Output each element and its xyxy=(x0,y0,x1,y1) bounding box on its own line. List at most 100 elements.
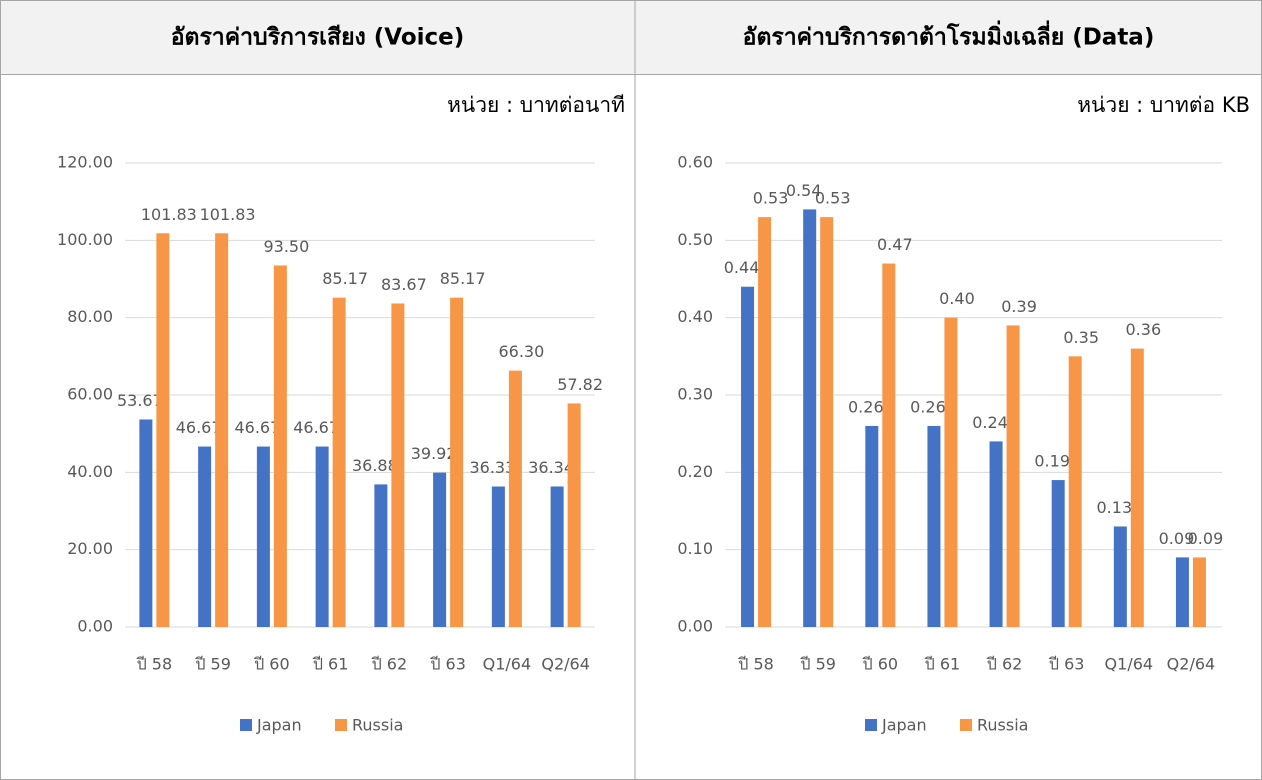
data-label: 36.34 xyxy=(528,458,574,477)
legend-swatch xyxy=(240,719,252,731)
x-tick-label: ปี 61 xyxy=(312,655,348,674)
data-label: 53.67 xyxy=(117,391,163,410)
bar xyxy=(374,484,388,627)
data-label: 46.67 xyxy=(293,418,339,437)
y-tick-label: 40.00 xyxy=(67,462,113,481)
data-label: 0.36 xyxy=(1126,320,1162,339)
data-label: 101.83 xyxy=(141,205,197,224)
data-label: 0.39 xyxy=(1001,297,1037,316)
data-label: 85.17 xyxy=(440,269,486,288)
bar xyxy=(1006,325,1020,627)
legend-swatch xyxy=(960,719,972,731)
bar xyxy=(758,217,772,627)
data-label: 36.88 xyxy=(352,456,398,475)
header-title: อัตราค่าบริการเสียง (Voice) xyxy=(171,25,465,51)
bar xyxy=(491,486,505,627)
bar xyxy=(1068,356,1082,627)
bar xyxy=(391,303,405,627)
x-tick-label: ปี 63 xyxy=(1048,655,1084,674)
bar xyxy=(139,419,153,627)
bar xyxy=(315,446,329,627)
y-tick-label: 0.40 xyxy=(677,307,713,326)
y-tick-label: 20.00 xyxy=(67,539,113,558)
bar xyxy=(1113,526,1127,627)
bar xyxy=(865,425,879,627)
data-label: 93.50 xyxy=(263,237,309,256)
x-tick-label: ปี 60 xyxy=(862,655,898,674)
legend-label: Russia xyxy=(977,716,1028,735)
y-tick-label: 0.00 xyxy=(77,617,113,636)
data-label: 0.47 xyxy=(877,235,913,254)
bar xyxy=(989,441,1003,627)
data-label: 101.83 xyxy=(200,205,256,224)
bar xyxy=(1175,557,1189,627)
bar xyxy=(550,486,564,627)
bar xyxy=(741,286,755,627)
data-label: 83.67 xyxy=(381,275,427,294)
y-tick-label: 0.50 xyxy=(677,230,713,249)
x-tick-label: ปี 62 xyxy=(371,655,407,674)
bar xyxy=(156,233,170,628)
data-label: 85.17 xyxy=(322,269,368,288)
unit-label: หน่วย : บาทต่อนาที xyxy=(447,93,625,117)
bar xyxy=(1192,557,1206,627)
bar xyxy=(567,403,581,627)
y-tick-label: 100.00 xyxy=(57,230,113,249)
bar xyxy=(927,425,941,627)
data-label: 66.30 xyxy=(498,342,544,361)
x-tick-label: ปี 58 xyxy=(136,655,172,674)
x-tick-label: ปี 60 xyxy=(254,655,290,674)
unit-label: หน่วย : บาทต่อ KB xyxy=(1077,93,1250,117)
x-tick-label: Q2/64 xyxy=(541,655,590,674)
data-label: 57.82 xyxy=(557,375,603,394)
bar xyxy=(882,263,896,627)
legend-label: Russia xyxy=(352,716,403,735)
bar xyxy=(273,265,287,627)
bar xyxy=(803,209,817,627)
x-tick-label: ปี 59 xyxy=(800,655,836,674)
legend-label: Japan xyxy=(256,716,302,735)
data-label: 46.67 xyxy=(234,418,280,437)
y-tick-label: 0.00 xyxy=(677,617,713,636)
x-tick-label: ปี 61 xyxy=(924,655,960,674)
data-label: 39.92 xyxy=(411,444,457,463)
legend-swatch xyxy=(335,719,347,731)
y-tick-label: 0.60 xyxy=(677,153,713,172)
x-tick-label: Q2/64 xyxy=(1167,655,1216,674)
x-tick-label: ปี 59 xyxy=(195,655,231,674)
data-label: 0.53 xyxy=(815,189,851,208)
y-tick-label: 80.00 xyxy=(67,307,113,326)
bar xyxy=(820,217,834,627)
bar xyxy=(256,446,270,627)
header-row xyxy=(0,0,1262,75)
data-label: 0.35 xyxy=(1063,328,1099,347)
y-tick-label: 60.00 xyxy=(67,385,113,404)
y-tick-label: 0.20 xyxy=(677,462,713,481)
x-tick-label: ปี 58 xyxy=(738,655,774,674)
x-tick-label: ปี 63 xyxy=(430,655,466,674)
bar xyxy=(508,370,522,627)
bar xyxy=(944,317,958,627)
bar xyxy=(332,297,346,627)
x-tick-label: ปี 62 xyxy=(986,655,1022,674)
data-label: 46.67 xyxy=(176,418,222,437)
header-title: อัตราค่าบริการดาต้าโรมมิ่งเฉลี่ย (Data) xyxy=(743,20,1155,51)
data-label: 0.19 xyxy=(1034,452,1070,471)
x-tick-label: Q1/64 xyxy=(483,655,532,674)
data-label: 36.33 xyxy=(469,458,515,477)
data-label: 0.40 xyxy=(939,289,975,308)
data-label: 0.13 xyxy=(1097,498,1133,517)
bar xyxy=(198,446,212,627)
legend-swatch xyxy=(865,719,877,731)
y-tick-label: 120.00 xyxy=(57,153,113,172)
data-label: 0.09 xyxy=(1159,529,1195,548)
data-label: 0.24 xyxy=(972,413,1008,432)
y-tick-label: 0.10 xyxy=(677,539,713,558)
y-tick-label: 0.30 xyxy=(677,385,713,404)
data-label: 0.26 xyxy=(848,397,884,416)
bar xyxy=(433,472,447,627)
bar xyxy=(215,233,229,628)
bar xyxy=(1051,480,1065,627)
